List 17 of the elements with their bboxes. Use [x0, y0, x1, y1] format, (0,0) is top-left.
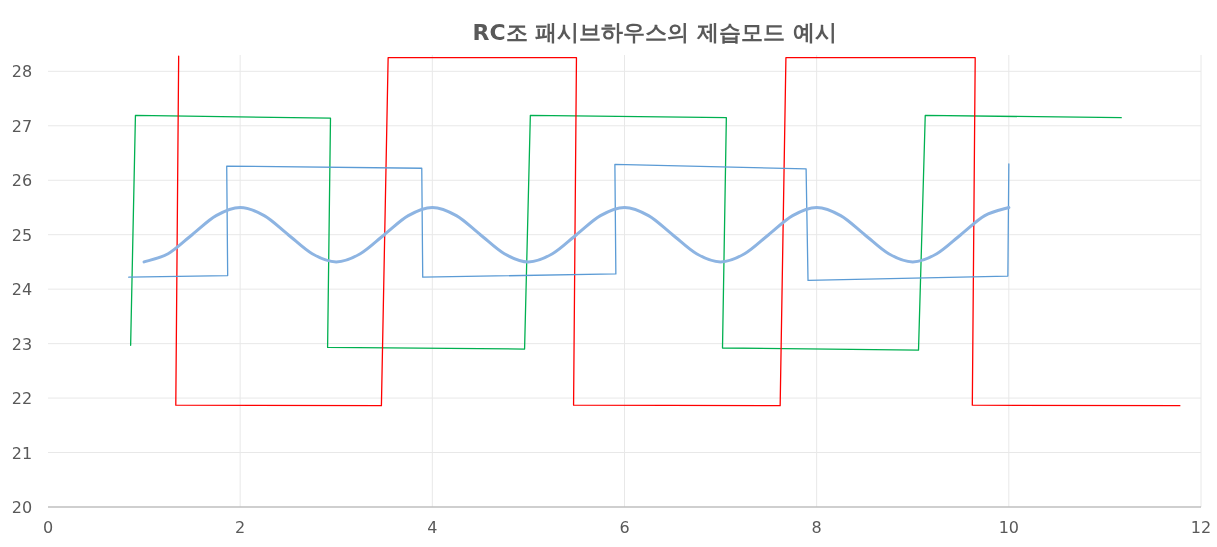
x-tick-label: 2 — [235, 518, 246, 537]
x-tick-label: 0 — [42, 518, 54, 537]
chart-title: RC조 패시브하우스의 제습모드 예시 — [472, 20, 837, 45]
x-tick-label: 6 — [619, 518, 630, 537]
y-tick-label: 28 — [11, 62, 33, 82]
x-tick-label: 12 — [1190, 518, 1212, 537]
y-tick-label: 26 — [11, 171, 33, 191]
y-tick-label: 27 — [11, 116, 33, 136]
x-tick-label: 8 — [811, 518, 822, 537]
y-tick-label: 23 — [11, 334, 33, 354]
y-tick-label: 20 — [11, 498, 33, 517]
y-tick-label: 22 — [11, 389, 33, 409]
y-tick-label: 25 — [11, 225, 33, 245]
y-tick-label: 21 — [11, 443, 33, 463]
x-tick-label: 10 — [998, 518, 1020, 537]
y-tick-label: 24 — [11, 280, 33, 300]
x-tick-label: 4 — [427, 518, 438, 537]
